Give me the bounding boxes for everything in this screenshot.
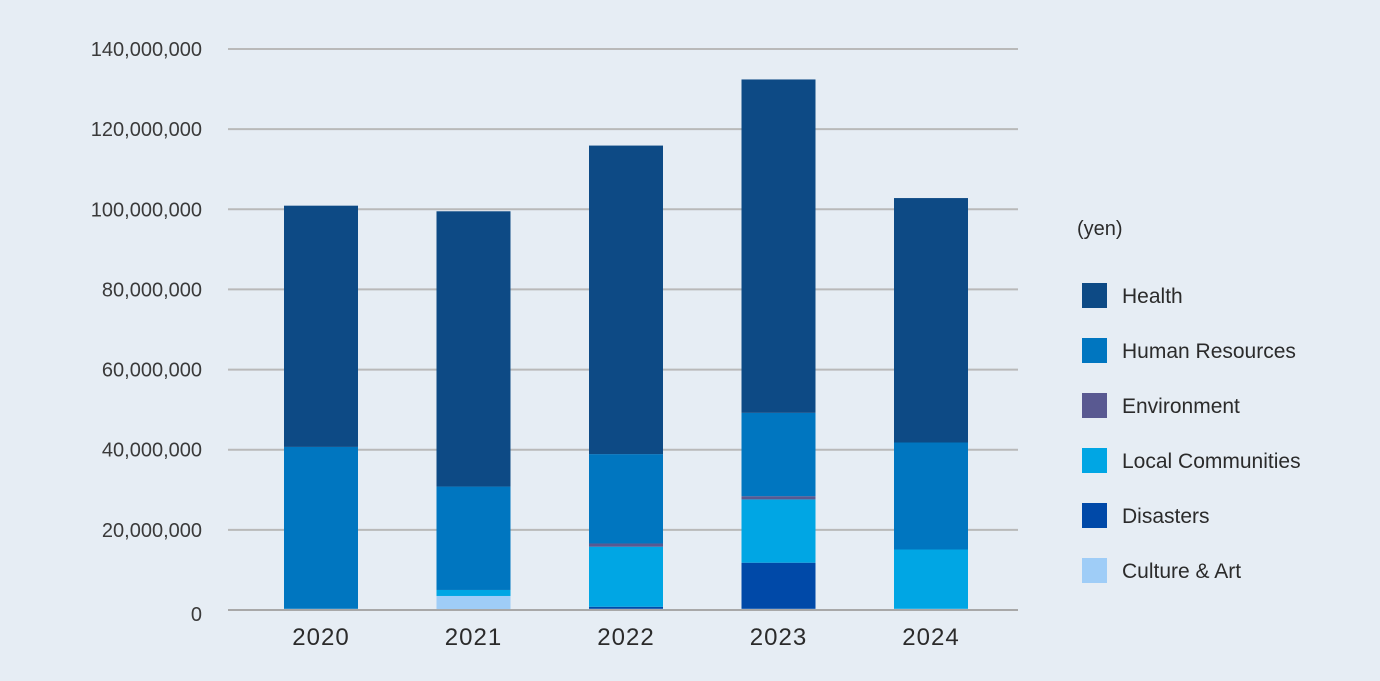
y-tick-label: 40,000,000: [102, 440, 202, 462]
y-tick-label: 120,000,000: [91, 119, 202, 141]
bar-segment-environment-2022: [589, 543, 663, 547]
legend-swatch-environment: [1082, 393, 1107, 418]
bar-segment-environment-2023: [741, 496, 816, 500]
bar-segment-disasters-2023: [741, 562, 816, 609]
bar-segment-health-2021: [436, 211, 511, 487]
x-tick-label: 2022: [597, 624, 654, 651]
x-tick-label: 2021: [445, 624, 502, 651]
y-tick-label: 20,000,000: [102, 520, 202, 542]
bar-segment-culture-art-2021: [436, 595, 511, 610]
x-tick-label: 2024: [902, 624, 959, 651]
bar-segment-local-communities-2023: [741, 499, 816, 563]
legend-label-culture-art: Culture & Art: [1122, 560, 1241, 583]
bar-segment-health-2022: [589, 145, 663, 455]
bar-segment-local-communities-2022: [589, 546, 663, 607]
legend-label-human-resources: Human Resources: [1122, 340, 1296, 363]
y-tick-label: 140,000,000: [91, 39, 202, 61]
legend-swatch-health: [1082, 283, 1107, 308]
legend-swatch-local-communities: [1082, 448, 1107, 473]
bar-segment-health-2024: [894, 198, 968, 443]
y-axis-tick-labels: 0 20,000,000 40,000,000 60,000,000 80,000,00…: [91, 39, 202, 626]
legend-swatch-human-resources: [1082, 338, 1107, 363]
legend-label-local-communities: Local Communities: [1122, 450, 1301, 473]
x-tick-label: 2023: [750, 624, 807, 651]
y-tick-label: 100,000,000: [91, 199, 202, 221]
y-tick-label: 60,000,000: [102, 360, 202, 382]
bar-segment-human-resources-2022: [589, 454, 663, 544]
unit-label: (yen): [1077, 218, 1123, 240]
bar-segment-health-2020: [284, 205, 358, 447]
legend-swatch-disasters: [1082, 503, 1107, 528]
bar-segment-health-2023: [741, 79, 816, 413]
legend-label-environment: Environment: [1122, 395, 1240, 418]
x-tick-label: 2020: [292, 624, 349, 651]
x-axis-tick-labels: 2020 2021 2022 2023 2024: [292, 624, 959, 651]
bar-segment-human-resources-2024: [894, 442, 968, 550]
y-tick-label: 80,000,000: [102, 279, 202, 301]
legend-label-disasters: Disasters: [1122, 505, 1210, 528]
legend-label-health: Health: [1122, 285, 1183, 308]
bar-segment-human-resources-2023: [741, 412, 816, 497]
legend: (yen) Health Human Resources Environment Lo…: [1077, 218, 1301, 583]
bars: [228, 79, 1018, 611]
bar-segment-human-resources-2021: [436, 486, 511, 590]
bar-segment-human-resources-2020: [284, 446, 358, 609]
bar-segment-disasters-2022: [589, 606, 663, 609]
y-tick-label: 0: [191, 604, 202, 626]
legend-swatch-culture-art: [1082, 558, 1107, 583]
bar-segment-local-communities-2021: [436, 589, 511, 596]
bar-segment-local-communities-2024: [894, 549, 968, 609]
